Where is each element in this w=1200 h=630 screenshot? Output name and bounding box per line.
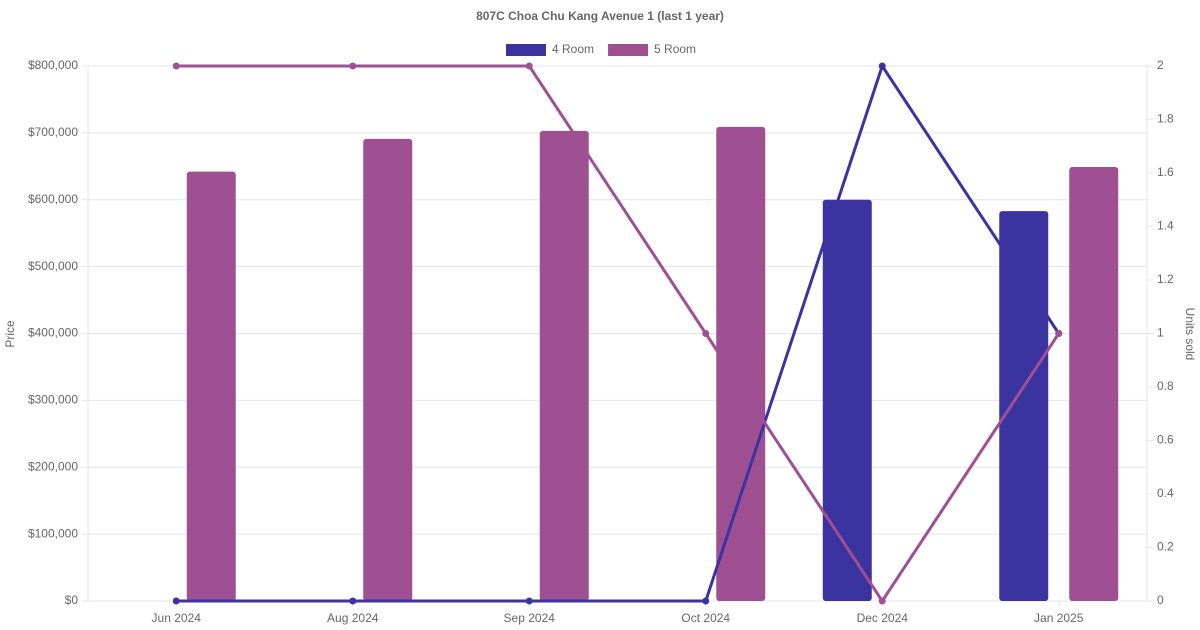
point bbox=[878, 62, 886, 70]
bar bbox=[539, 130, 589, 601]
point bbox=[702, 330, 710, 337]
point bbox=[525, 62, 533, 70]
y2-tick-label: 0.2 bbox=[1157, 540, 1174, 554]
bar bbox=[822, 199, 872, 601]
bar bbox=[186, 171, 236, 601]
y-tick-label: $500,000 bbox=[28, 259, 78, 273]
point bbox=[349, 62, 357, 70]
y2-tick-label: 1.4 bbox=[1157, 219, 1174, 233]
y-tick-label: $400,000 bbox=[28, 326, 78, 340]
y2-tick-label: 1.8 bbox=[1157, 112, 1174, 126]
x-tick-label: Aug 2024 bbox=[327, 611, 379, 625]
y2-tick-label: 1 bbox=[1157, 326, 1164, 340]
legend-swatch bbox=[506, 44, 546, 56]
y-axis-title: Price bbox=[3, 320, 17, 348]
y2-tick-label: 0 bbox=[1157, 593, 1164, 607]
point bbox=[878, 597, 886, 605]
legend-label: 4 Room bbox=[552, 42, 594, 56]
y2-axis-title: Units sold bbox=[1183, 308, 1197, 361]
x-tick-label: Sep 2024 bbox=[504, 611, 556, 625]
y2-tick-label: 0.6 bbox=[1157, 433, 1174, 447]
y2-tick-label: 0.4 bbox=[1157, 486, 1174, 500]
y2-tick-label: 2 bbox=[1157, 58, 1164, 72]
x-tick-label: Dec 2024 bbox=[857, 611, 909, 625]
point bbox=[349, 597, 357, 605]
point bbox=[1055, 330, 1063, 337]
legend-label: 5 Room bbox=[654, 42, 696, 56]
bar bbox=[1069, 166, 1119, 601]
legend-swatch bbox=[608, 44, 649, 56]
bar bbox=[363, 138, 413, 602]
y2-tick-label: 1.2 bbox=[1157, 272, 1174, 286]
x-tick-label: Jan 2025 bbox=[1034, 611, 1084, 625]
x-tick-label: Oct 2024 bbox=[681, 611, 730, 625]
x-tick-label: Jun 2024 bbox=[152, 611, 202, 625]
line bbox=[176, 62, 1061, 603]
point bbox=[525, 597, 533, 605]
y-tick-label: $100,000 bbox=[28, 526, 78, 540]
y2-tick-label: 0.8 bbox=[1157, 379, 1174, 393]
point bbox=[172, 597, 180, 605]
point bbox=[172, 62, 180, 70]
y-tick-label: $0 bbox=[65, 593, 79, 607]
y-tick-label: $200,000 bbox=[28, 459, 78, 473]
bar bbox=[999, 211, 1049, 601]
y-tick-label: $800,000 bbox=[28, 58, 78, 72]
y-tick-label: $300,000 bbox=[28, 393, 78, 407]
line bbox=[176, 64, 1061, 604]
y-tick-label: $600,000 bbox=[28, 192, 78, 206]
point bbox=[702, 597, 710, 605]
y-tick-label: $700,000 bbox=[28, 125, 78, 139]
bar bbox=[716, 126, 766, 601]
chart-title: 807C Choa Chu Kang Avenue 1 (last 1 year… bbox=[476, 9, 724, 23]
y2-tick-label: 1.6 bbox=[1157, 165, 1174, 179]
